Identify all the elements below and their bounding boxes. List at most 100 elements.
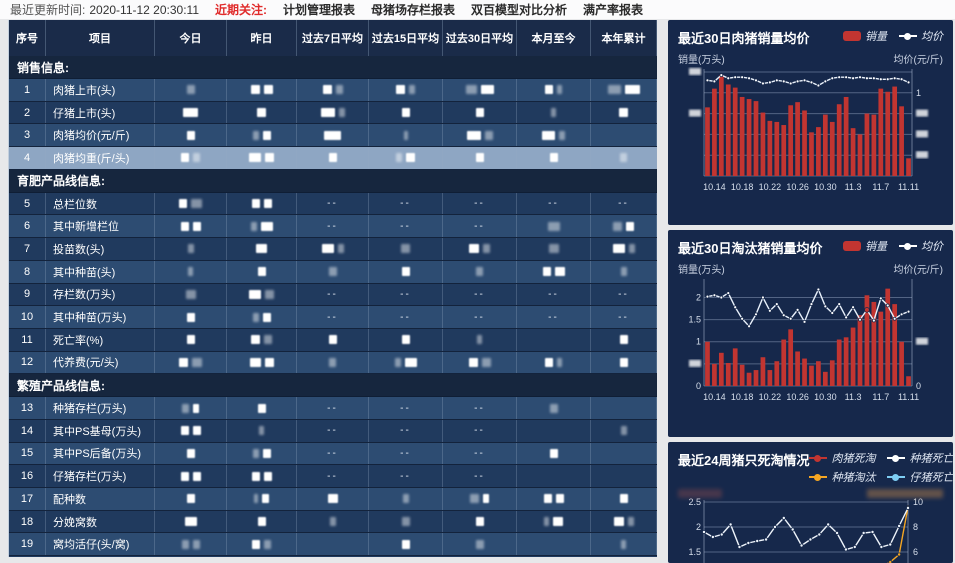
table-row[interactable]: 10 其中种苗(万头) -- -- -- -- -- xyxy=(9,306,657,329)
table-row[interactable]: 15 其中PS后备(万头) -- -- -- xyxy=(9,442,657,466)
link-sow-farm-report[interactable]: 母猪场存栏报表 xyxy=(371,3,456,17)
redacted-value xyxy=(483,494,489,504)
table-row[interactable]: 14 其中PS基母(万头) -- -- -- xyxy=(9,419,657,443)
svg-text:1.5: 1.5 xyxy=(688,315,701,325)
column-header: 今日 xyxy=(155,20,227,56)
table-cell xyxy=(443,328,517,351)
redacted-value xyxy=(466,130,481,140)
table-row[interactable]: 17 配种数 xyxy=(9,488,657,511)
redacted-value xyxy=(180,221,189,231)
legend-item[interactable]: 种猪死亡 xyxy=(887,450,953,466)
table-row[interactable]: 19 窝均活仔(头/窝) xyxy=(9,533,657,557)
right-axis-label-redacted xyxy=(867,489,943,498)
column-header: 过去7日平均 xyxy=(297,20,369,56)
left-axis-label: 销量(万头) xyxy=(678,265,725,276)
table-cell xyxy=(297,147,369,169)
table-cell xyxy=(227,238,297,260)
svg-text:10.30: 10.30 xyxy=(814,392,837,402)
redacted-value xyxy=(475,517,484,527)
row-index: 7 xyxy=(9,238,46,260)
line-dot-icon xyxy=(809,454,828,462)
redacted-value xyxy=(620,426,627,436)
redacted-value xyxy=(181,539,189,549)
table-row[interactable]: 7 投苗数(头) xyxy=(9,238,657,261)
row-label: 仔猪上市(头) xyxy=(46,101,155,124)
svg-text:8: 8 xyxy=(913,522,918,532)
link-model-compare[interactable]: 双百模型对比分析 xyxy=(471,3,568,17)
redacted-value xyxy=(263,471,272,481)
row-label: 其中PS基母(万头) xyxy=(46,419,155,442)
redacted-value xyxy=(252,539,260,549)
table-row[interactable]: 9 存栏数(万头) -- -- -- -- -- xyxy=(9,283,657,307)
legend-item[interactable]: 仔猪死亡 xyxy=(887,469,953,485)
table-cell xyxy=(591,397,657,419)
table-cell: -- xyxy=(297,306,369,328)
redacted-value xyxy=(337,244,344,254)
redacted-value xyxy=(401,517,410,527)
redacted-value xyxy=(335,85,343,95)
table-cell xyxy=(227,260,297,283)
table-cell xyxy=(227,101,297,124)
legend-item-price[interactable]: 均价 xyxy=(899,238,943,254)
legend-item-sales[interactable]: 销量 xyxy=(843,28,887,44)
legend-item[interactable]: 种猪淘汰 xyxy=(809,469,875,485)
legend-item[interactable]: 肉猪死淘 xyxy=(809,450,875,466)
bar-swatch-icon xyxy=(843,31,861,41)
table-cell xyxy=(369,260,443,283)
link-full-capacity-report[interactable]: 满产率报表 xyxy=(583,3,644,17)
table-row[interactable]: 4 肉猪均重(斤/头) xyxy=(9,147,657,170)
table-row[interactable]: 5 总栏位数 -- -- -- -- -- xyxy=(9,192,657,216)
link-plan-report[interactable]: 计划管理报表 xyxy=(283,3,356,17)
redacted-value xyxy=(260,221,273,231)
table-cell xyxy=(155,465,227,487)
svg-text:10: 10 xyxy=(913,498,923,507)
legend-item-price[interactable]: 均价 xyxy=(899,28,943,44)
legend-item-sales[interactable]: 销量 xyxy=(843,238,887,254)
table-row[interactable]: 2 仔猪上市(头) xyxy=(9,101,657,125)
table-row[interactable]: 1 肉猪上市(头) xyxy=(9,79,657,102)
line-dot-icon xyxy=(809,473,828,481)
redacted-value xyxy=(626,221,634,231)
row-label: 种猪存栏(万头) xyxy=(46,397,155,419)
table-row[interactable]: 6 其中新增栏位 -- -- -- xyxy=(9,215,657,239)
table-cell xyxy=(227,442,297,465)
redacted-value xyxy=(545,357,553,367)
table-cell xyxy=(369,533,443,556)
row-index: 15 xyxy=(9,442,46,465)
redacted-value xyxy=(191,199,202,209)
redacted-value xyxy=(401,539,410,549)
table-row[interactable]: 12 代养费(元/头) xyxy=(9,351,657,375)
table-cell xyxy=(591,533,657,556)
redacted-value xyxy=(613,221,622,231)
column-header: 项目 xyxy=(46,20,155,56)
row-label: 死亡率(%) xyxy=(46,328,155,351)
redacted-value xyxy=(396,85,405,95)
table-row[interactable]: 16 仔猪存栏(万头) -- -- -- xyxy=(9,465,657,488)
table-row[interactable]: 3 肉猪均价(元/斤) xyxy=(9,124,657,148)
redacted-value xyxy=(320,108,335,118)
row-index: 8 xyxy=(9,260,46,283)
table-row[interactable]: 13 种猪存栏(万头) -- -- -- xyxy=(9,397,657,420)
table-cell: -- xyxy=(443,306,517,328)
table-cell xyxy=(227,215,297,238)
table-row[interactable]: 8 其中种苗(头) xyxy=(9,260,657,284)
table-row[interactable]: 18 分娩窝数 xyxy=(9,510,657,534)
table-cell xyxy=(369,238,443,260)
table-cell: -- xyxy=(369,397,443,419)
svg-text:11.7: 11.7 xyxy=(872,392,889,402)
redacted-value xyxy=(394,357,401,367)
redacted-value xyxy=(192,471,201,481)
row-index: 6 xyxy=(9,215,46,238)
table-cell xyxy=(517,124,591,147)
table-cell xyxy=(517,101,591,124)
redacted-value xyxy=(401,267,410,277)
redacted-value xyxy=(403,130,408,140)
redacted-value xyxy=(257,403,266,413)
row-index: 14 xyxy=(9,419,46,442)
svg-text:0: 0 xyxy=(916,381,921,391)
table-row[interactable]: 11 死亡率(%) xyxy=(9,328,657,352)
table-cell xyxy=(227,306,297,328)
redacted-value xyxy=(402,494,409,504)
redacted-value xyxy=(263,199,272,209)
redacted-value xyxy=(250,85,260,95)
